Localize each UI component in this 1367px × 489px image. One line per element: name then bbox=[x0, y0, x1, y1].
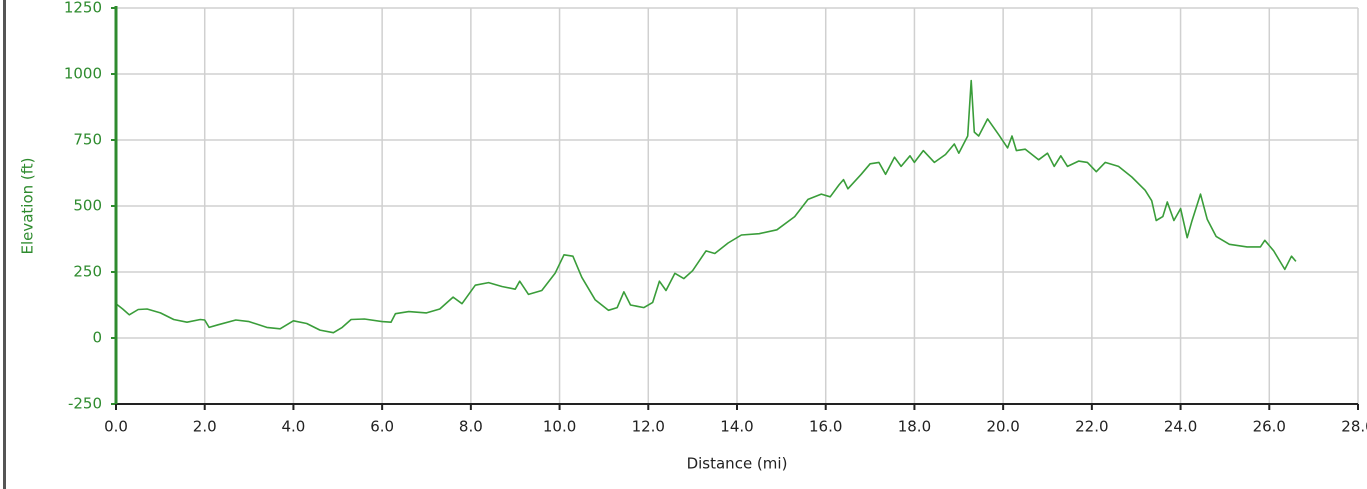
x-tick-label: 2.0 bbox=[193, 418, 217, 436]
y-tick-label: -250 bbox=[68, 395, 102, 413]
x-tick-label: 10.0 bbox=[543, 418, 576, 436]
y-tick-label: 1250 bbox=[64, 0, 102, 17]
x-tick-label: 0.0 bbox=[104, 418, 128, 436]
x-tick-label: 4.0 bbox=[281, 418, 305, 436]
x-tick-label: 6.0 bbox=[370, 418, 394, 436]
x-tick-label: 18.0 bbox=[898, 418, 931, 436]
x-tick-label: 20.0 bbox=[986, 418, 1019, 436]
axes: -250 0 250 500 750 1000 1250 0.0 2.0 4.0 6.0 8.0 10.… bbox=[64, 0, 1367, 436]
x-tick-label: 8.0 bbox=[459, 418, 483, 436]
x-tick-label: 12.0 bbox=[632, 418, 665, 436]
x-tick-label: 26.0 bbox=[1253, 418, 1286, 436]
elevation-line bbox=[115, 79, 1297, 334]
x-tick-label: 28.0 bbox=[1341, 418, 1367, 436]
x-tick-label: 16.0 bbox=[809, 418, 842, 436]
plot bbox=[115, 79, 1297, 334]
y-tick-label: 500 bbox=[73, 197, 102, 215]
y-tick-label: 750 bbox=[73, 131, 102, 149]
y-tick-label: 250 bbox=[73, 263, 102, 281]
y-tick-label: 0 bbox=[92, 329, 102, 347]
x-tick-label: 22.0 bbox=[1075, 418, 1108, 436]
x-axis-label: Distance (mi) bbox=[687, 455, 788, 473]
y-tick-label: 1000 bbox=[64, 65, 102, 83]
y-axis-label: Elevation (ft) bbox=[19, 157, 37, 254]
x-tick-label: 24.0 bbox=[1164, 418, 1197, 436]
x-tick-label: 14.0 bbox=[720, 418, 753, 436]
